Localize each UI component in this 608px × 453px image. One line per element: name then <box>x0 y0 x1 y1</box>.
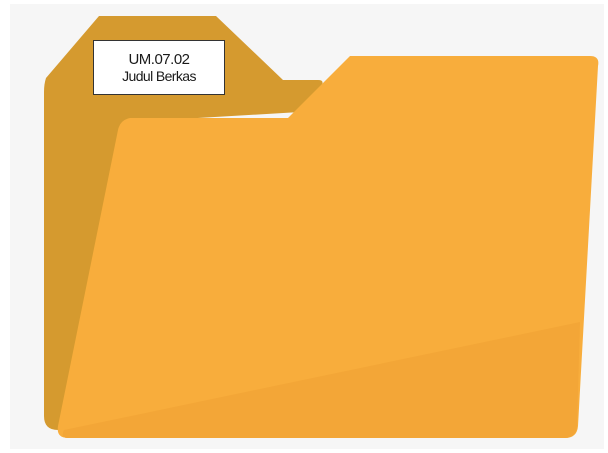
folder-back-panel <box>44 16 323 430</box>
file-code-label: UM.07.02 <box>128 50 190 68</box>
folder-front-panel <box>57 56 599 438</box>
folder-front-shade <box>62 322 580 438</box>
file-title-label: Judul Berkas <box>122 68 196 85</box>
file-label-card: UM.07.02 Judul Berkas <box>93 40 225 95</box>
